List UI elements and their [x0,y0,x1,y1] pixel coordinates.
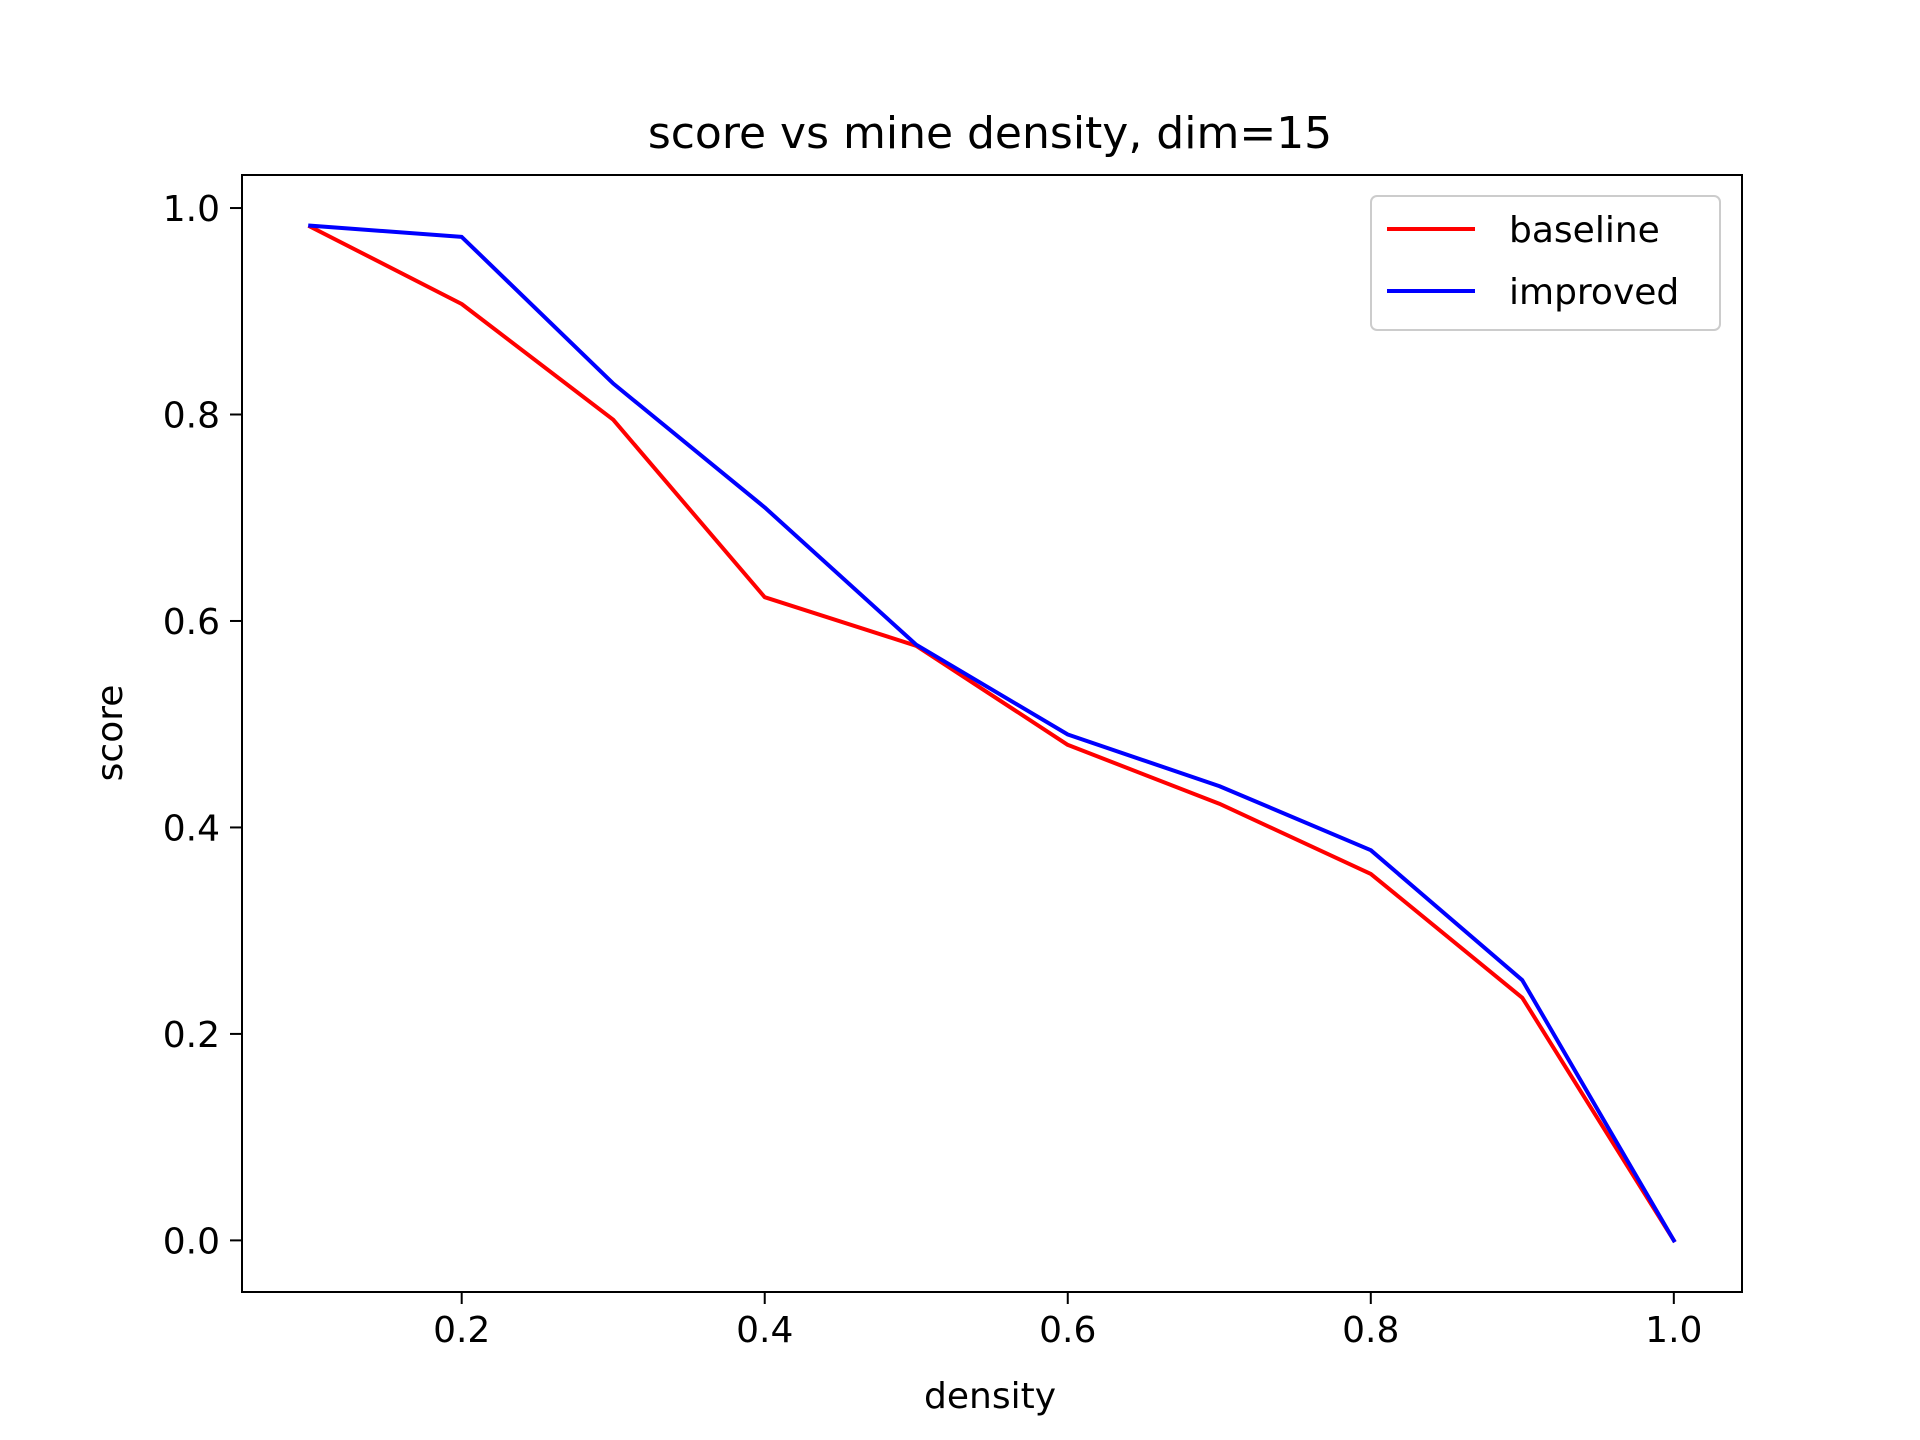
plot-area-frame [241,174,1743,1293]
y-axis-ticks: 0.0 0.2 0.4 0.6 0.8 1.0 [163,189,242,1262]
x-tick-label: 1.0 [1645,1310,1702,1351]
x-tick-label: 0.6 [1039,1310,1096,1351]
legend: baseline improved [1370,195,1721,331]
y-tick-label: 0.4 [163,808,220,849]
y-tick-label: 0.0 [163,1221,220,1262]
legend-label-improved: improved [1509,272,1679,313]
x-tick-label: 0.2 [433,1310,490,1351]
x-tick-label: 0.4 [736,1310,793,1351]
x-axis-label: density [924,1376,1056,1417]
y-axis-label: score [90,685,131,782]
legend-label-baseline: baseline [1509,210,1660,251]
series-line-baseline [307,223,1677,1244]
y-tick-label: 0.2 [163,1015,220,1056]
x-axis-ticks: 0.2 0.4 0.6 0.8 1.0 [433,1292,1702,1351]
x-tick-label: 0.8 [1342,1310,1399,1351]
y-tick-label: 0.8 [163,396,220,437]
chart-title: score vs mine density, dim=15 [648,108,1332,159]
y-tick-label: 0.6 [163,602,220,643]
series-line-improved [308,223,1677,1244]
y-tick-label: 1.0 [163,189,220,230]
series-layer [307,223,1677,1244]
